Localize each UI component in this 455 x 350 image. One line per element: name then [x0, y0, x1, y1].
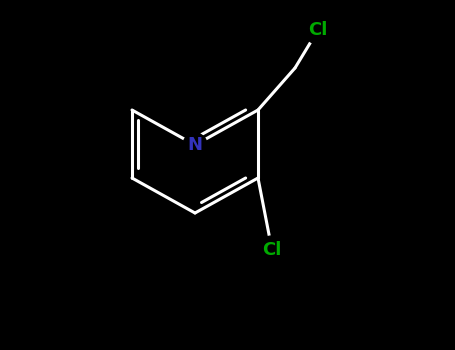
Circle shape — [183, 133, 207, 157]
Circle shape — [304, 16, 332, 44]
Text: Cl: Cl — [263, 241, 282, 259]
Text: Cl: Cl — [308, 21, 328, 39]
Text: N: N — [187, 136, 202, 154]
Circle shape — [258, 236, 286, 264]
